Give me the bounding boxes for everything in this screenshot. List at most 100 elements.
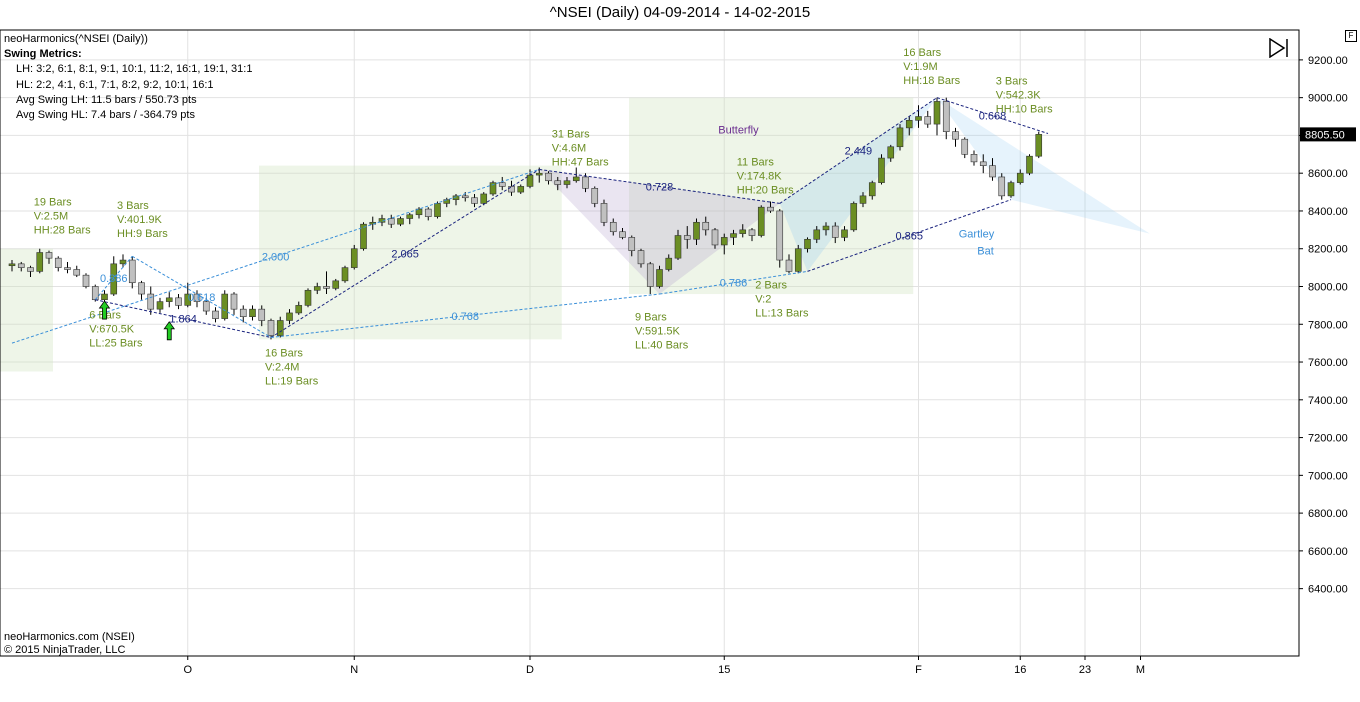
- candle-body: [221, 293, 229, 319]
- candle: [720, 233, 728, 255]
- candle-body: [165, 297, 173, 302]
- candle-body: [424, 208, 432, 217]
- swing-annotation: 16 Bars: [265, 347, 303, 359]
- candle: [961, 137, 969, 159]
- candle: [563, 176, 571, 189]
- candle: [915, 105, 922, 128]
- y-tick-label: 6600.00: [1308, 546, 1348, 558]
- swing-annotation: HH:47 Bars: [552, 156, 609, 168]
- candle: [128, 256, 136, 289]
- candle-body: [600, 203, 608, 223]
- candle-body: [1026, 155, 1033, 174]
- swing-annotation: 16 Bars: [903, 47, 941, 59]
- candle: [979, 154, 987, 174]
- candle-body: [591, 187, 599, 204]
- candle: [230, 292, 238, 315]
- swing-annotation: HH:10 Bars: [996, 103, 1053, 115]
- candle: [628, 235, 636, 257]
- candle: [147, 286, 155, 315]
- candle: [896, 124, 904, 151]
- candle-body: [739, 229, 747, 234]
- candle-body: [887, 146, 895, 159]
- candle-body: [804, 238, 811, 250]
- candle-body: [498, 182, 506, 187]
- candle: [184, 282, 192, 308]
- candle-body: [360, 223, 367, 250]
- candle: [933, 97, 941, 136]
- candle-body: [508, 186, 515, 193]
- x-tick-label: 15: [718, 664, 730, 676]
- candle-body: [406, 214, 414, 219]
- swing-annotation: 9 Bars: [635, 311, 667, 323]
- candle: [165, 292, 173, 308]
- candle-body: [841, 229, 848, 238]
- x-tick-label: 23: [1079, 664, 1091, 676]
- candle: [693, 218, 700, 245]
- up-arrow-icon: [163, 321, 176, 341]
- f-badge[interactable]: F: [1345, 30, 1357, 42]
- candle-body: [563, 180, 571, 185]
- candle-body: [452, 195, 460, 200]
- swing-annotation: V:670.5K: [89, 324, 135, 336]
- candle: [82, 273, 90, 289]
- candle: [609, 218, 617, 236]
- swing-annotation: 31 Bars: [552, 128, 590, 140]
- candle-body: [202, 301, 210, 312]
- candle-body: [286, 312, 293, 321]
- candle: [868, 180, 876, 200]
- candle: [27, 265, 34, 278]
- candle: [406, 212, 414, 225]
- candle-body: [683, 235, 691, 240]
- swing-annotation: 2 Bars: [755, 279, 787, 291]
- candle-body: [249, 308, 256, 318]
- x-tick-label: D: [526, 664, 534, 676]
- candle-body: [110, 263, 118, 295]
- candle-body: [8, 263, 16, 267]
- candle: [554, 176, 562, 191]
- candle-body: [859, 195, 867, 204]
- candle: [276, 316, 284, 338]
- harmonic-ratio-label: 0.865: [895, 231, 923, 243]
- candle: [258, 305, 266, 327]
- last-price-label: 8805.50: [1305, 129, 1345, 141]
- swing-annotation: V:2: [755, 293, 771, 305]
- candle: [878, 154, 885, 185]
- swing-annotation: V:2.4M: [265, 361, 299, 373]
- candle: [859, 192, 867, 208]
- candle-body: [850, 203, 858, 231]
- y-tick-label: 9000.00: [1308, 93, 1348, 105]
- candle-body: [831, 225, 839, 238]
- skip-to-end-icon[interactable]: [1268, 38, 1290, 58]
- candle-body: [212, 310, 219, 319]
- harmonic-ratio-label: 2.000: [262, 251, 290, 263]
- candle: [702, 216, 710, 236]
- candle-body: [128, 259, 136, 284]
- swing-annotation: HH:18 Bars: [903, 75, 960, 87]
- y-tick-label: 6400.00: [1308, 584, 1348, 596]
- candle-body: [313, 286, 321, 291]
- up-arrow-icon: [98, 300, 111, 320]
- candle-body: [1016, 172, 1024, 183]
- plot-frame: [0, 29, 1300, 657]
- y-tick-label: 7200.00: [1308, 433, 1348, 445]
- pattern-zone: [0, 248, 53, 372]
- candle: [119, 254, 127, 268]
- candle: [36, 248, 44, 274]
- candle-body: [54, 257, 62, 268]
- swing-annotation: LL:40 Bars: [635, 339, 689, 351]
- swing-annotation: V:2.5M: [34, 210, 68, 222]
- candle-body: [813, 229, 821, 240]
- candle-body: [341, 267, 349, 282]
- candle: [970, 150, 978, 166]
- candle: [665, 254, 673, 272]
- candle: [8, 260, 16, 272]
- harmonic-line: [779, 97, 938, 204]
- candle: [813, 226, 821, 244]
- candle-body: [998, 176, 1006, 197]
- candle-body: [156, 301, 164, 310]
- candle: [138, 280, 145, 300]
- candle: [989, 158, 996, 181]
- candle-body: [323, 286, 330, 289]
- candle: [239, 305, 247, 323]
